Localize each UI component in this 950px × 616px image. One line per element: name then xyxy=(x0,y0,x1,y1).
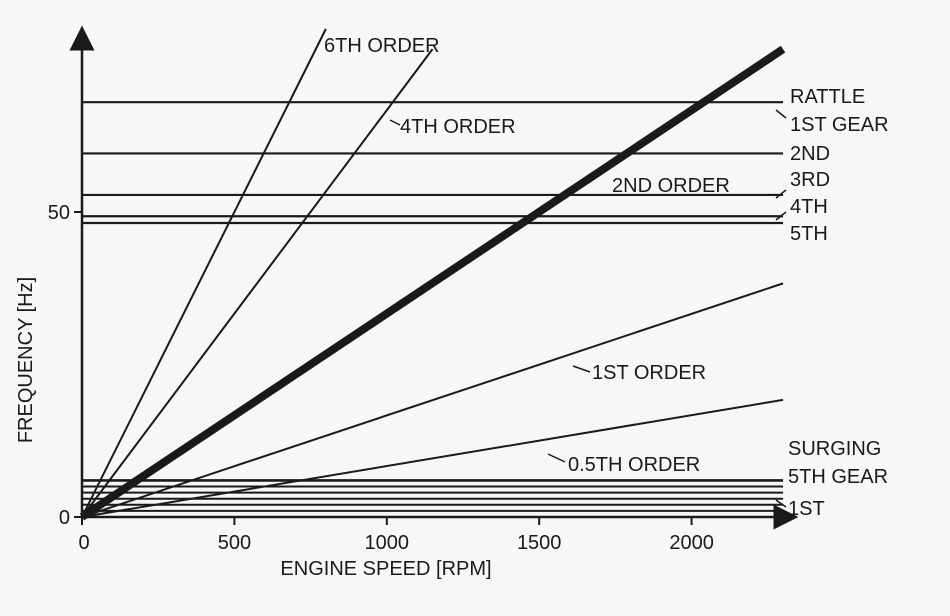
label-surging-1st: 1ST xyxy=(788,498,825,520)
label-rattle-1st-gear: 1ST GEAR xyxy=(790,114,889,136)
label-4th-order: 4TH ORDER xyxy=(400,116,516,138)
order-line-1 xyxy=(81,48,434,518)
leader-0-5th-order xyxy=(547,453,566,463)
y-axis-title: FREQUENCY [Hz] xyxy=(15,277,37,443)
label-rattle-2nd: 2ND xyxy=(790,143,830,165)
axis-ticks-layer: 0 500 1000 1500 2000 0 50 xyxy=(48,202,714,554)
label-0-5th-order: 0.5TH ORDER xyxy=(568,454,700,476)
label-1st-order: 1ST ORDER xyxy=(592,362,706,384)
label-rattle: RATTLE xyxy=(790,86,865,108)
order-line-2 xyxy=(79,45,786,521)
leader-4th-order xyxy=(389,119,401,126)
label-surging: SURGING xyxy=(788,438,881,460)
label-2nd-order: 2ND ORDER xyxy=(612,175,730,197)
order-line-0 xyxy=(81,28,327,518)
order-line-4 xyxy=(81,398,784,518)
leader-rattle-3rd xyxy=(775,189,787,199)
leader-rattle-4th xyxy=(775,211,787,221)
x-tick-label-4: 2000 xyxy=(669,532,714,554)
y-tick-label-0: 0 xyxy=(59,507,70,529)
data-lines-layer xyxy=(79,28,786,521)
order-line-3 xyxy=(81,282,784,518)
label-surging-5th-gear: 5TH GEAR xyxy=(788,466,888,488)
x-tick-label-1: 500 xyxy=(218,532,251,554)
label-rattle-4th: 4TH xyxy=(790,196,828,218)
x-tick-label-3: 1500 xyxy=(517,532,562,554)
leader-1st-order xyxy=(572,365,591,373)
label-6th-order: 6TH ORDER xyxy=(324,35,440,57)
label-rattle-3rd: 3RD xyxy=(790,169,830,191)
x-tick-label-2: 1000 xyxy=(365,532,410,554)
x-axis-title: ENGINE SPEED [RPM] xyxy=(280,558,491,580)
leader-surging-1st xyxy=(775,499,787,508)
x-tick-label-0: 0 xyxy=(78,532,89,554)
y-tick-label-1: 50 xyxy=(48,202,70,224)
leader-rattle-1st xyxy=(775,109,787,119)
label-rattle-5th: 5TH xyxy=(790,223,828,245)
